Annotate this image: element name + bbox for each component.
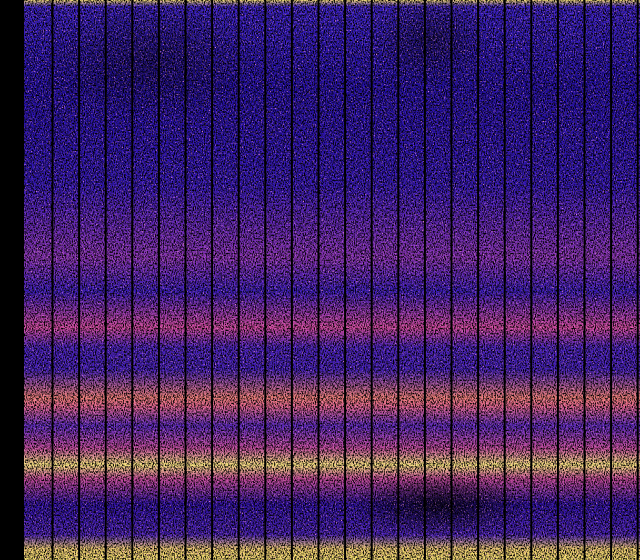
left-border [0, 0, 24, 560]
dark-speckle [24, 0, 640, 560]
column-separators [51, 0, 639, 560]
